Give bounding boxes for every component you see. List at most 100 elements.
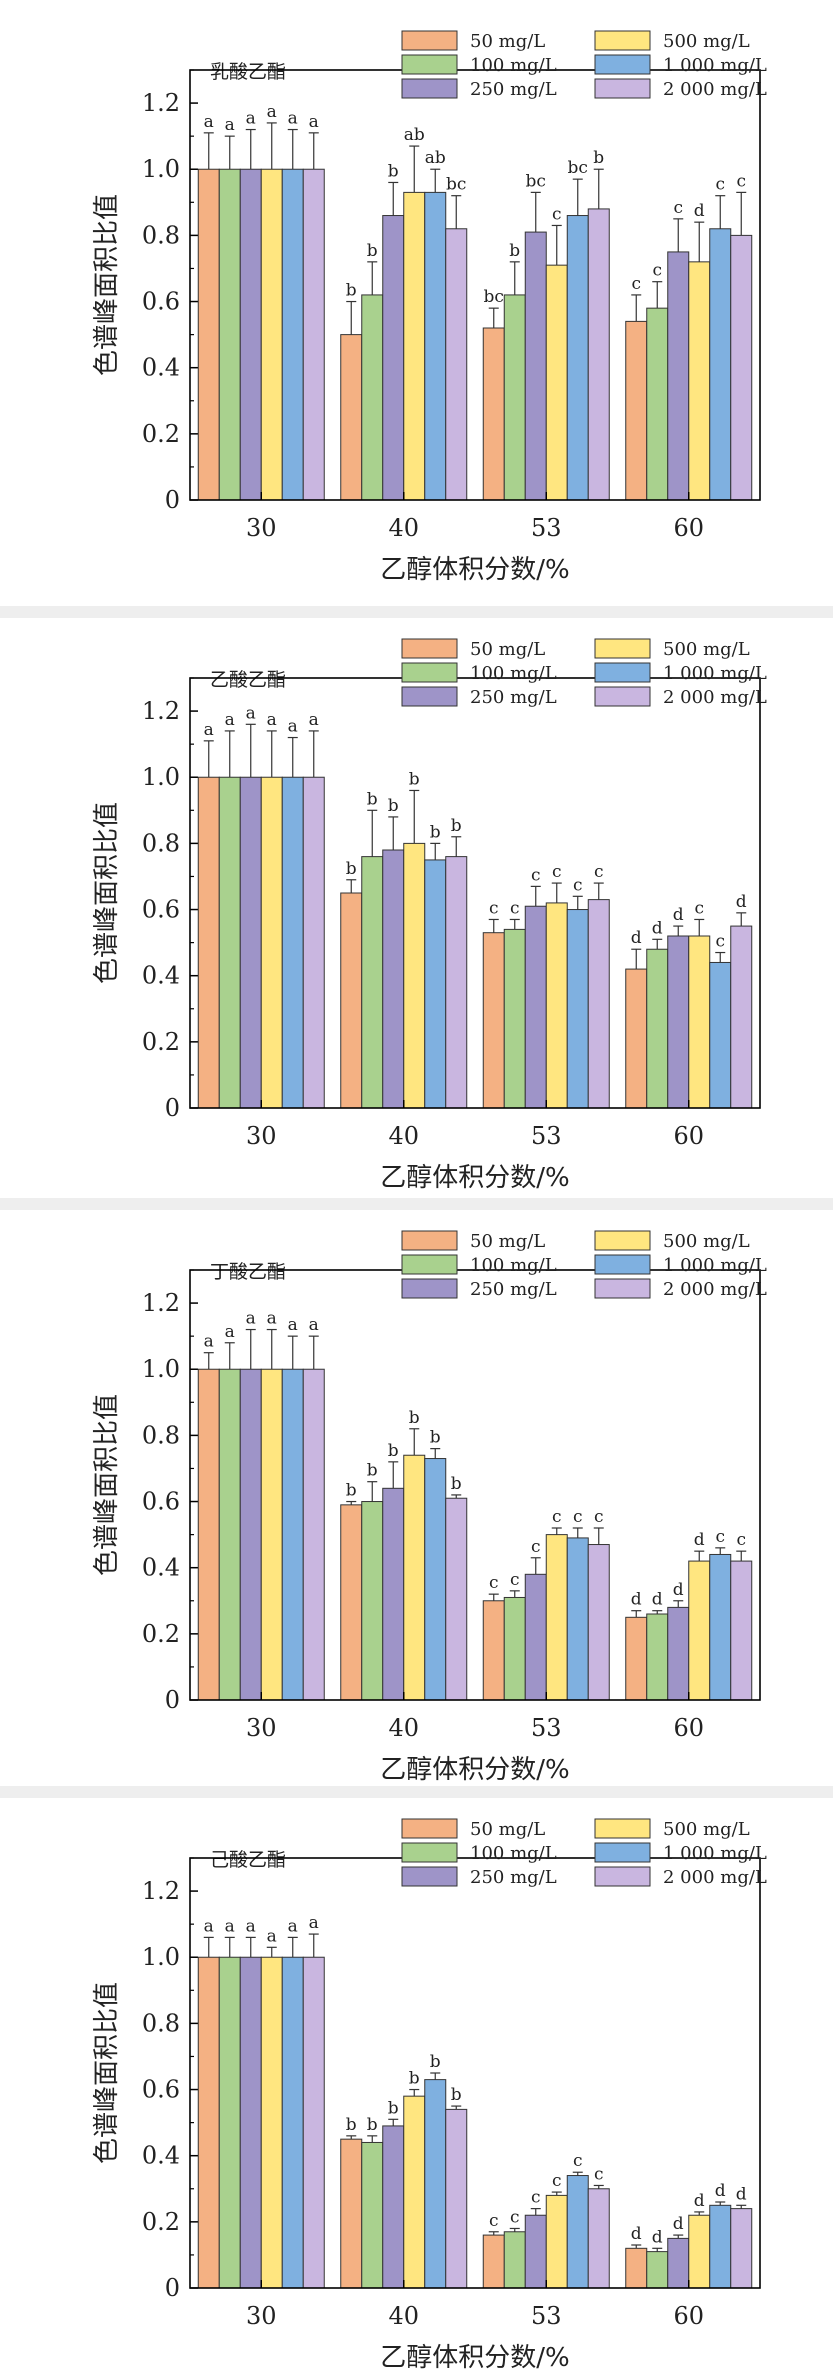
bar xyxy=(667,251,690,501)
y-axis-title: 色谱峰面积比值 xyxy=(92,1982,122,2164)
significance-letter: c xyxy=(489,898,499,918)
bar xyxy=(239,776,262,1109)
legend-swatch xyxy=(594,638,651,659)
significance-letter: d xyxy=(652,918,663,938)
significance-letter: a xyxy=(288,717,298,737)
x-axis-title: 乙醇体积分数/% xyxy=(380,555,569,585)
bar xyxy=(197,1956,220,2289)
significance-letter: a xyxy=(225,115,235,135)
bar xyxy=(503,294,526,501)
bar xyxy=(503,928,526,1109)
legend-swatch xyxy=(401,1254,458,1275)
chart-panel-butyrate: 丁酸乙酯 0 0.2 0.4 0.6 0.8 1.0 1.2 色谱峰面积比值 a a a a a a 30 b b… xyxy=(40,1210,800,1785)
bar xyxy=(382,215,405,501)
legend-label: 500 mg/L xyxy=(663,31,750,52)
significance-letter: b xyxy=(430,2052,441,2072)
x-tick-label: 60 xyxy=(673,1122,704,1150)
bar xyxy=(445,856,468,1109)
bar xyxy=(302,776,325,1109)
y-tick-label: 0.4 xyxy=(142,1554,180,1582)
significance-letter: c xyxy=(715,175,725,195)
legend-swatch xyxy=(401,1230,458,1251)
legend-label: 50 mg/L xyxy=(470,1819,545,1840)
legend-swatch xyxy=(594,54,651,75)
y-tick-label: 0 xyxy=(165,486,180,514)
bar xyxy=(730,234,753,501)
legend-swatch xyxy=(594,78,651,99)
y-tick-label: 0 xyxy=(165,1686,180,1714)
bar xyxy=(403,191,426,501)
significance-letter: d xyxy=(631,2224,642,2244)
y-tick-label: 1.0 xyxy=(142,1943,180,1971)
bar xyxy=(646,2251,669,2289)
y-tick-label: 1.2 xyxy=(142,697,180,725)
legend-label: 50 mg/L xyxy=(470,639,545,660)
bar xyxy=(730,1560,753,1701)
bar xyxy=(403,842,426,1109)
x-tick-label: 40 xyxy=(388,514,419,542)
significance-letter: a xyxy=(204,1916,214,1936)
bar xyxy=(218,168,241,501)
bar xyxy=(382,1487,405,1701)
significance-letter: ab xyxy=(425,148,446,168)
x-tick-label: 60 xyxy=(673,514,704,542)
bar xyxy=(445,228,468,501)
chart-title: 丁酸乙酯 xyxy=(210,1261,286,1283)
significance-letter: a xyxy=(225,1322,235,1342)
x-tick-label: 53 xyxy=(531,1714,562,1742)
bar xyxy=(424,191,447,501)
bar xyxy=(625,2247,648,2289)
significance-letter: c xyxy=(552,2171,562,2191)
x-axis-title: 乙醇体积分数/% xyxy=(380,1755,569,1785)
x-tick-label: 53 xyxy=(531,2302,562,2330)
bar xyxy=(239,1956,262,2289)
y-tick-label: 0.4 xyxy=(142,962,180,990)
x-tick-label: 30 xyxy=(246,514,277,542)
significance-letter: a xyxy=(309,1913,319,1933)
legend-label: 50 mg/L xyxy=(470,31,545,52)
significance-letter: b xyxy=(367,241,378,261)
significance-letter: b xyxy=(367,2115,378,2135)
bar xyxy=(566,215,589,501)
legend-swatch xyxy=(594,1278,651,1299)
bar xyxy=(566,1537,589,1701)
legend-swatch xyxy=(594,1842,651,1863)
panel-divider xyxy=(0,1198,833,1210)
significance-letter: a xyxy=(246,703,256,723)
bar xyxy=(709,2204,732,2289)
bar xyxy=(340,1504,363,1701)
significance-letter: a xyxy=(204,112,214,132)
bar xyxy=(340,334,363,501)
significance-letter: c xyxy=(552,204,562,224)
bar xyxy=(524,2214,547,2289)
legend-swatch xyxy=(594,686,651,707)
significance-letter: c xyxy=(531,865,541,885)
bar xyxy=(424,859,447,1109)
significance-letter: d xyxy=(673,1580,684,1600)
significance-letter: d xyxy=(631,1590,642,1610)
significance-letter: a xyxy=(246,1916,256,1936)
x-tick-label: 60 xyxy=(673,2302,704,2330)
bar xyxy=(260,1956,283,2289)
significance-letter: b xyxy=(509,241,520,261)
legend-label: 250 mg/L xyxy=(470,1279,557,1300)
chart-panel-acetate: 乙酸乙酯 0 0.2 0.4 0.6 0.8 1.0 1.2 色谱峰面积比值 a a a a a a 30 b b… xyxy=(40,618,800,1193)
significance-letter: c xyxy=(531,1537,541,1557)
significance-letter: bc xyxy=(568,158,588,178)
significance-letter: b xyxy=(388,161,399,181)
significance-letter: b xyxy=(367,1461,378,1481)
bar xyxy=(197,776,220,1109)
y-tick-label: 0 xyxy=(165,2274,180,2302)
bar xyxy=(197,1368,220,1701)
chart-title: 己酸乙酯 xyxy=(210,1849,286,1871)
bar xyxy=(239,1368,262,1701)
significance-letter: a xyxy=(225,1916,235,1936)
bar xyxy=(361,1501,384,1701)
significance-letter: c xyxy=(573,875,583,895)
significance-letter: a xyxy=(246,1309,256,1329)
x-tick-label: 40 xyxy=(388,2302,419,2330)
legend-label: 1 000 mg/L xyxy=(663,663,767,684)
legend-swatch xyxy=(401,638,458,659)
bar xyxy=(302,1368,325,1701)
